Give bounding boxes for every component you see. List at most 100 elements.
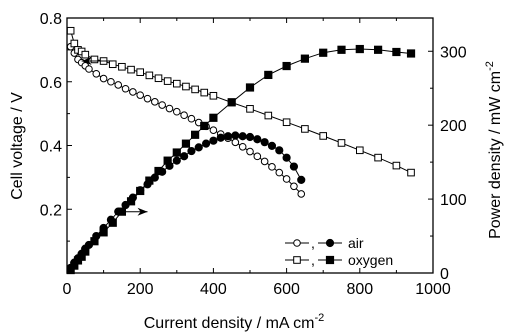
oxygen-voltage-point bbox=[91, 56, 98, 63]
oxygen-power-point bbox=[146, 177, 153, 184]
oxygen-power-point bbox=[155, 167, 162, 174]
air-power-point bbox=[181, 153, 188, 160]
oxygen-voltage-point bbox=[82, 51, 89, 58]
oxygen-voltage-point bbox=[393, 162, 400, 169]
oxygen-voltage-point bbox=[408, 169, 415, 176]
air-voltage-point bbox=[261, 158, 268, 165]
x-tick-label: 0 bbox=[63, 281, 72, 298]
air-voltage-point bbox=[166, 105, 173, 112]
oxygen-power-point bbox=[283, 62, 290, 69]
x-axis-title-text: Current density / mA cm bbox=[144, 315, 315, 332]
air-voltage-point bbox=[239, 143, 246, 150]
right-tick-label: 300 bbox=[440, 44, 467, 61]
oxygen-power-point bbox=[201, 122, 208, 129]
air-voltage-point bbox=[210, 127, 217, 134]
oxygen-voltage-point bbox=[155, 75, 162, 82]
oxygen-voltage-point bbox=[128, 66, 135, 73]
left-tick-label: 0.8 bbox=[40, 11, 62, 28]
air-voltage-point bbox=[159, 102, 166, 109]
oxygen-voltage-point bbox=[320, 133, 327, 140]
oxygen-power-point bbox=[301, 55, 308, 62]
right-axis-title-text: Power density / mW cm bbox=[487, 71, 504, 239]
left-tick-label: 0.2 bbox=[40, 202, 62, 219]
oxygen-voltage-point bbox=[192, 86, 199, 93]
right-axis-ticks: 0 100 200 300 bbox=[428, 44, 467, 283]
x-tick-label: 600 bbox=[273, 281, 300, 298]
oxygen-voltage-point bbox=[283, 119, 290, 126]
air-voltage-point bbox=[291, 183, 298, 190]
oxygen-power-point bbox=[356, 45, 363, 52]
air-power-point bbox=[276, 147, 283, 154]
oxygen-power-point bbox=[407, 50, 414, 57]
oxygen-voltage-point bbox=[302, 126, 309, 133]
air-voltage-line bbox=[71, 47, 302, 194]
legend-entry-oxygen: , oxygen bbox=[285, 252, 393, 268]
oxygen-power-point bbox=[164, 157, 171, 164]
legend-voltage-marker bbox=[294, 257, 301, 264]
oxygen-voltage-point bbox=[67, 27, 74, 34]
air-voltage-point bbox=[276, 169, 283, 176]
oxygen-power-point bbox=[192, 131, 199, 138]
oxygen-voltage-point bbox=[109, 61, 116, 68]
oxygen-voltage-point bbox=[375, 154, 382, 161]
oxygen-voltage-point bbox=[201, 89, 208, 96]
oxygen-voltage-point bbox=[71, 40, 78, 47]
air-power-point bbox=[239, 133, 246, 140]
air-voltage-point bbox=[181, 112, 188, 119]
air-voltage-point bbox=[188, 115, 195, 122]
air-power-point bbox=[232, 132, 239, 139]
air-voltage-point bbox=[100, 75, 107, 82]
legend-power-marker bbox=[326, 256, 333, 263]
legend-separator: , bbox=[311, 252, 315, 268]
oxygen-power-point bbox=[109, 219, 116, 226]
air-voltage-point bbox=[93, 70, 100, 77]
air-voltage-point bbox=[115, 82, 122, 89]
right-tick-label: 0 bbox=[440, 266, 449, 283]
legend-label: oxygen bbox=[348, 252, 393, 268]
air-voltage-point bbox=[86, 66, 93, 73]
x-tick-label: 800 bbox=[346, 281, 373, 298]
oxygen-voltage-point bbox=[174, 80, 181, 87]
air-voltage-point bbox=[254, 153, 261, 160]
air-power-series bbox=[67, 132, 305, 272]
left-tick-label: 0.6 bbox=[40, 75, 62, 92]
left-axis-title: Cell voltage / V bbox=[9, 92, 26, 200]
oxygen-power-point bbox=[82, 248, 89, 255]
x-axis-title: Current density / mA cm-2 bbox=[144, 312, 325, 332]
oxygen-power-point bbox=[100, 229, 107, 236]
legend-entry-air: , air bbox=[285, 235, 364, 251]
air-voltage-point bbox=[269, 164, 276, 171]
oxygen-power-point bbox=[393, 48, 400, 55]
air-voltage-point bbox=[144, 95, 151, 102]
left-tick-label: 0.4 bbox=[40, 139, 62, 156]
oxygen-power-point bbox=[127, 198, 134, 205]
oxygen-voltage-point bbox=[338, 140, 345, 147]
air-voltage-series bbox=[67, 43, 304, 197]
legend: , air, oxygen bbox=[285, 235, 393, 268]
air-power-point bbox=[283, 154, 290, 161]
x-tick-label: 200 bbox=[127, 281, 154, 298]
air-voltage-point bbox=[298, 191, 305, 198]
air-voltage-point bbox=[122, 85, 129, 92]
legend-label: air bbox=[348, 235, 364, 251]
oxygen-power-point bbox=[173, 149, 180, 156]
air-power-point bbox=[246, 133, 253, 140]
oxygen-power-point bbox=[210, 114, 217, 121]
oxygen-voltage-point bbox=[210, 92, 217, 99]
air-power-point bbox=[268, 142, 275, 149]
air-power-point bbox=[202, 140, 209, 147]
oxygen-power-point bbox=[246, 84, 253, 91]
legend-separator: , bbox=[311, 235, 315, 251]
x-tick-label: 400 bbox=[200, 281, 227, 298]
air-voltage-point bbox=[174, 108, 181, 115]
air-voltage-point bbox=[247, 148, 254, 155]
plot-border bbox=[67, 18, 433, 273]
plot-frame bbox=[67, 18, 433, 273]
oxygen-voltage-point bbox=[247, 106, 254, 113]
oxygen-power-point bbox=[182, 140, 189, 147]
air-power-point bbox=[290, 163, 297, 170]
legend-power-marker bbox=[326, 239, 333, 246]
oxygen-voltage-point bbox=[137, 69, 144, 76]
air-power-point bbox=[195, 144, 202, 151]
